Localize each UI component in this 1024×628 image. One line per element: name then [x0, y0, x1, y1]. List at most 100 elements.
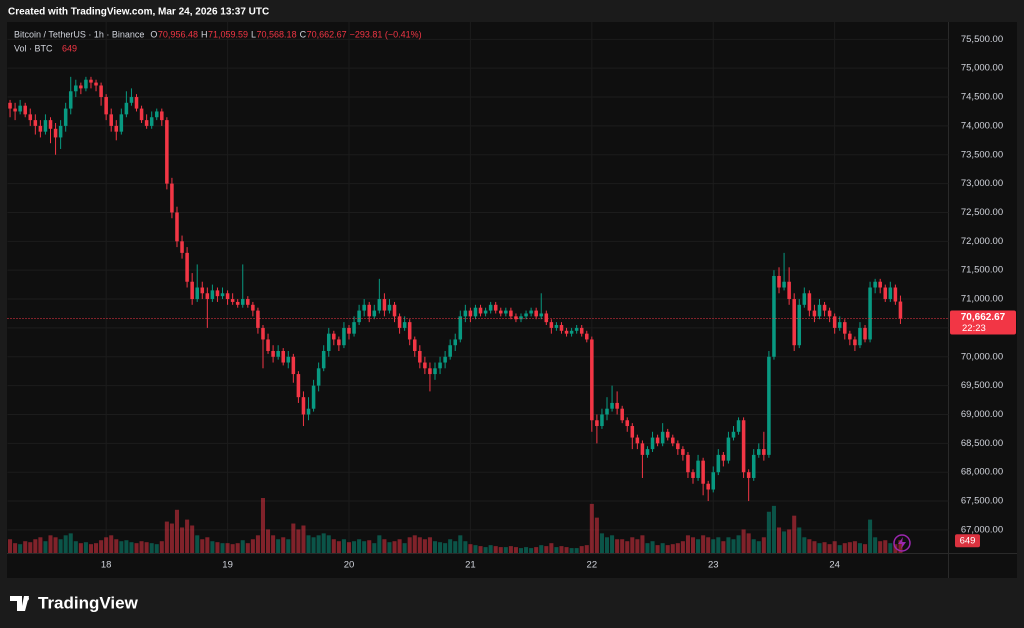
volume-bar — [534, 547, 539, 553]
candle-body — [873, 281, 877, 288]
candle-body — [352, 322, 356, 334]
header: Created with TradingView.com, Mar 24, 20… — [8, 7, 269, 18]
alert-icon[interactable] — [893, 534, 911, 552]
change: −293.81 (−0.41%) — [350, 29, 422, 39]
volume-bar — [336, 541, 341, 553]
candle-body — [534, 310, 538, 317]
volume-bar — [660, 543, 665, 553]
y-tick-label: 68,000.00 — [961, 467, 1003, 478]
candle-body — [767, 356, 771, 455]
volume-bar — [412, 535, 417, 553]
candle-body — [23, 105, 27, 115]
y-tick-label: 69,000.00 — [961, 409, 1003, 420]
candle-body — [53, 128, 58, 138]
volume-bar — [863, 544, 868, 553]
candle-body — [458, 316, 463, 340]
candle-body — [210, 290, 215, 300]
volume-bar — [655, 545, 660, 553]
candle-body — [721, 454, 726, 461]
x-tick-label: 21 — [465, 560, 476, 571]
candle-body — [822, 304, 827, 311]
y-tick-label: 73,000.00 — [961, 178, 1003, 189]
volume-bar — [63, 535, 68, 553]
volume-bar — [195, 535, 200, 553]
candle-body — [38, 125, 43, 132]
volume-bar — [240, 540, 245, 553]
open-label: O — [150, 29, 157, 39]
candle-body — [731, 431, 736, 438]
ohlc: O 70,956.48 H 71,059.59 L 70,568.18 C 70… — [150, 29, 421, 39]
volume-bar — [104, 537, 109, 553]
volume-bar — [898, 540, 903, 553]
candle-body — [772, 275, 776, 357]
volume-bar — [696, 539, 701, 553]
volume-bar — [574, 548, 579, 553]
candle-body — [109, 114, 113, 126]
volume-bar — [180, 527, 185, 553]
volume-bar — [564, 547, 569, 553]
volume-bar — [367, 540, 372, 553]
candle-body — [807, 293, 812, 311]
volume-bar — [427, 537, 432, 553]
candle-body — [473, 307, 478, 317]
x-tick-label: 20 — [344, 560, 355, 571]
candle-body — [230, 299, 235, 302]
y-tick-label: 71,500.00 — [961, 265, 1003, 276]
candle-body — [686, 454, 690, 473]
volume-bar — [276, 539, 281, 553]
candle-body — [888, 287, 893, 300]
volume-bar — [43, 541, 48, 553]
volume-bar — [610, 535, 615, 553]
candle-body — [397, 316, 402, 328]
volume-bar — [159, 541, 164, 553]
candle-body — [89, 79, 93, 83]
candle-body — [681, 449, 685, 455]
volume-bar — [124, 540, 129, 553]
volume-bar — [316, 535, 321, 553]
candle-body — [160, 111, 164, 121]
close-value: 70,662.67 — [307, 29, 347, 39]
volume-label-box — [955, 534, 980, 548]
candle-body — [787, 281, 791, 300]
candle-body — [797, 304, 802, 346]
candle-body — [68, 91, 73, 109]
open-value: 70,956.48 — [158, 29, 198, 39]
candle-body — [883, 287, 888, 300]
candle-body — [716, 454, 721, 473]
volume-bar — [109, 535, 114, 553]
candle-body — [377, 299, 382, 311]
volume-bar — [731, 539, 736, 553]
axes: 75,500.00 75,000.00 74,500.00 74,000.00 73,5… — [7, 34, 1016, 571]
candle-body — [291, 356, 296, 375]
candle-body — [316, 368, 321, 386]
volume-bar — [478, 546, 483, 553]
volume-bar — [23, 541, 28, 553]
candle-body — [625, 420, 630, 427]
candle-body — [215, 290, 220, 297]
candle-body — [321, 350, 326, 369]
candle-body — [762, 449, 766, 455]
volume-bar — [716, 537, 721, 553]
volume-bar — [883, 540, 888, 553]
volume-bar — [392, 541, 397, 553]
volume-bar — [321, 533, 326, 553]
volume-bar — [599, 533, 604, 553]
volume-bar — [524, 547, 529, 553]
candle-body — [600, 414, 604, 427]
volume-bar — [857, 543, 862, 553]
candle-body — [878, 281, 882, 288]
volume-bar — [792, 515, 797, 553]
volume-bar — [625, 541, 630, 553]
volume-bar — [721, 541, 726, 553]
volume-bar — [78, 543, 83, 553]
candle-body — [438, 362, 442, 369]
candle-body — [898, 301, 903, 319]
volume-bar — [559, 546, 564, 553]
volume-bar — [266, 529, 271, 553]
volume-bar — [38, 537, 43, 553]
candle-body — [868, 287, 872, 340]
volume-bar — [311, 537, 316, 553]
volume-bar — [706, 537, 711, 553]
candle-body — [48, 120, 53, 129]
